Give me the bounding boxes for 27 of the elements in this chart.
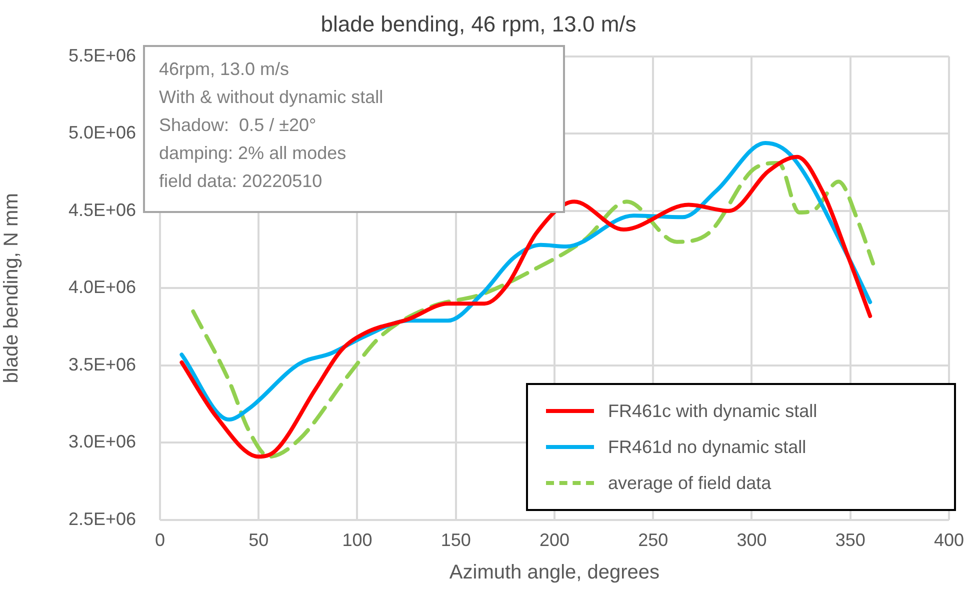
x-tick-label: 0	[154, 530, 166, 550]
annotation: field data: 20220510	[159, 170, 324, 193]
y-tick-label: 3.0E+06	[68, 432, 136, 452]
y-tick-label: 2.5E+06	[68, 508, 136, 529]
x-tick-label: 250	[638, 530, 668, 550]
y-tick-label: 4.0E+06	[68, 277, 136, 298]
y-tick-label: 5.0E+06	[68, 122, 136, 143]
annotation: With & without dynamic stall	[159, 86, 384, 109]
y-tick-label: 5.5E+06	[68, 45, 136, 66]
legend-label: average of field data	[608, 472, 772, 494]
y-tick-label: 3.5E+06	[68, 354, 136, 374]
y-tick-label: 4.5E+06	[68, 200, 136, 220]
annotation: damping: 2% all modes	[159, 142, 348, 165]
y-axis-title: blade bending, N mm	[0, 193, 23, 384]
chart-title: blade bending, 46 rpm, 13.0 m/s	[320, 11, 636, 36]
x-axis-title: Azimuth angle, degrees	[449, 562, 660, 584]
x-tick-label: 200	[539, 530, 570, 550]
x-tick-label: 350	[835, 530, 866, 550]
annotation: 46rpm, 13.0 m/s	[159, 58, 290, 81]
annotation: Shadow: 0.5 / ±20°	[159, 114, 318, 137]
legend-label: FR461c with dynamic stall	[608, 400, 818, 422]
x-tick-label: 150	[440, 530, 471, 550]
x-tick-label: 100	[342, 530, 372, 550]
legend-label: FR461d no dynamic stall	[608, 436, 806, 458]
x-tick-label: 400	[934, 530, 964, 550]
x-tick-label: 300	[736, 530, 767, 550]
x-tick-label: 50	[248, 530, 269, 550]
